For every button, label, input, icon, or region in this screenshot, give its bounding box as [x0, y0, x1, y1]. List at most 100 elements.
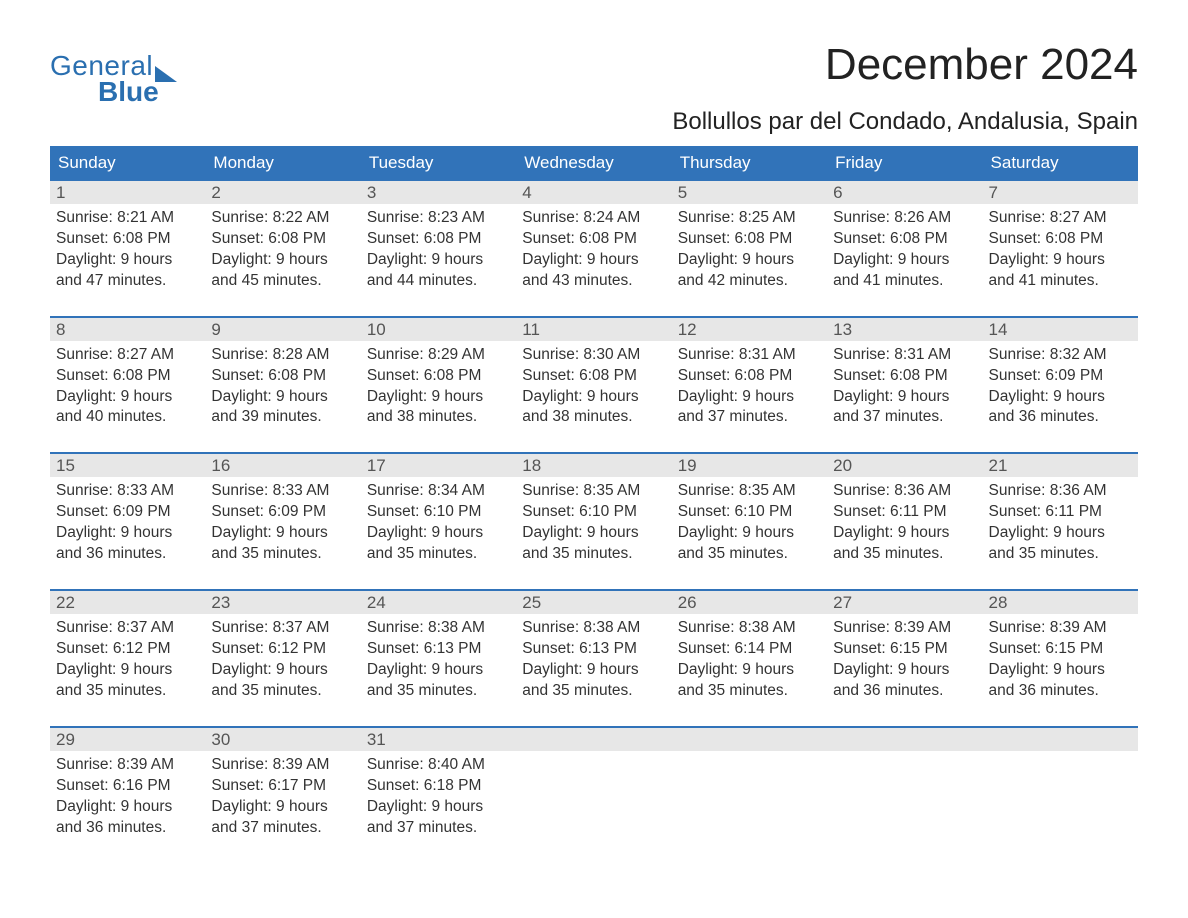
sunrise-text: Sunrise: 8:38 AM	[522, 618, 665, 639]
day-number: 20	[827, 454, 982, 477]
day-number: 26	[672, 591, 827, 614]
sunset-text: Sunset: 6:08 PM	[522, 229, 665, 250]
sunrise-text: Sunrise: 8:33 AM	[211, 481, 354, 502]
daylight-line1: Daylight: 9 hours	[367, 660, 510, 681]
daylight-line2: and 35 minutes.	[678, 544, 821, 565]
day-number: 13	[827, 318, 982, 341]
day-body: Sunrise: 8:37 AMSunset: 6:12 PMDaylight:…	[205, 614, 360, 704]
sunset-text: Sunset: 6:09 PM	[211, 502, 354, 523]
daylight-line1: Daylight: 9 hours	[522, 250, 665, 271]
sunrise-text: Sunrise: 8:37 AM	[211, 618, 354, 639]
day-number: 6	[827, 181, 982, 204]
daylight-line2: and 37 minutes.	[367, 818, 510, 839]
day-number: 25	[516, 591, 671, 614]
sunrise-text: Sunrise: 8:39 AM	[56, 755, 199, 776]
location-text: Bollullos par del Condado, Andalusia, Sp…	[672, 108, 1138, 136]
calendar-day-cell: 5Sunrise: 8:25 AMSunset: 6:08 PMDaylight…	[672, 181, 827, 294]
calendar-day-cell: 15Sunrise: 8:33 AMSunset: 6:09 PMDayligh…	[50, 454, 205, 567]
day-number	[983, 728, 1138, 751]
daylight-line2: and 45 minutes.	[211, 271, 354, 292]
day-body: Sunrise: 8:36 AMSunset: 6:11 PMDaylight:…	[983, 477, 1138, 567]
calendar-week-row: 15Sunrise: 8:33 AMSunset: 6:09 PMDayligh…	[50, 452, 1138, 567]
sunrise-text: Sunrise: 8:21 AM	[56, 208, 199, 229]
calendar-week-row: 1Sunrise: 8:21 AMSunset: 6:08 PMDaylight…	[50, 179, 1138, 294]
daylight-line2: and 36 minutes.	[56, 818, 199, 839]
daylight-line1: Daylight: 9 hours	[678, 250, 821, 271]
sunset-text: Sunset: 6:16 PM	[56, 776, 199, 797]
day-body: Sunrise: 8:21 AMSunset: 6:08 PMDaylight:…	[50, 204, 205, 294]
calendar-day-cell: 10Sunrise: 8:29 AMSunset: 6:08 PMDayligh…	[361, 318, 516, 431]
calendar-day-cell: 20Sunrise: 8:36 AMSunset: 6:11 PMDayligh…	[827, 454, 982, 567]
daylight-line1: Daylight: 9 hours	[56, 660, 199, 681]
calendar-day-cell: 6Sunrise: 8:26 AMSunset: 6:08 PMDaylight…	[827, 181, 982, 294]
sunset-text: Sunset: 6:08 PM	[833, 229, 976, 250]
day-body: Sunrise: 8:29 AMSunset: 6:08 PMDaylight:…	[361, 341, 516, 431]
calendar-day-cell: 2Sunrise: 8:22 AMSunset: 6:08 PMDaylight…	[205, 181, 360, 294]
calendar-day-cell: 19Sunrise: 8:35 AMSunset: 6:10 PMDayligh…	[672, 454, 827, 567]
day-body: Sunrise: 8:27 AMSunset: 6:08 PMDaylight:…	[983, 204, 1138, 294]
sunset-text: Sunset: 6:13 PM	[522, 639, 665, 660]
calendar-day-cell: 23Sunrise: 8:37 AMSunset: 6:12 PMDayligh…	[205, 591, 360, 704]
day-body: Sunrise: 8:26 AMSunset: 6:08 PMDaylight:…	[827, 204, 982, 294]
sunset-text: Sunset: 6:08 PM	[833, 366, 976, 387]
day-body: Sunrise: 8:38 AMSunset: 6:13 PMDaylight:…	[516, 614, 671, 704]
day-body: Sunrise: 8:33 AMSunset: 6:09 PMDaylight:…	[205, 477, 360, 567]
daylight-line1: Daylight: 9 hours	[56, 387, 199, 408]
day-number	[827, 728, 982, 751]
day-number: 11	[516, 318, 671, 341]
daylight-line1: Daylight: 9 hours	[989, 523, 1132, 544]
day-body: Sunrise: 8:22 AMSunset: 6:08 PMDaylight:…	[205, 204, 360, 294]
calendar-day-cell: 17Sunrise: 8:34 AMSunset: 6:10 PMDayligh…	[361, 454, 516, 567]
daylight-line2: and 35 minutes.	[211, 681, 354, 702]
daylight-line1: Daylight: 9 hours	[678, 387, 821, 408]
calendar-day-cell: 16Sunrise: 8:33 AMSunset: 6:09 PMDayligh…	[205, 454, 360, 567]
calendar-day-cell: 27Sunrise: 8:39 AMSunset: 6:15 PMDayligh…	[827, 591, 982, 704]
daylight-line1: Daylight: 9 hours	[211, 523, 354, 544]
weekday-header: Tuesday	[361, 146, 516, 179]
daylight-line2: and 36 minutes.	[56, 544, 199, 565]
sunrise-text: Sunrise: 8:32 AM	[989, 345, 1132, 366]
daylight-line1: Daylight: 9 hours	[211, 797, 354, 818]
calendar-day-cell: 29Sunrise: 8:39 AMSunset: 6:16 PMDayligh…	[50, 728, 205, 841]
daylight-line1: Daylight: 9 hours	[989, 660, 1132, 681]
day-number: 28	[983, 591, 1138, 614]
sunrise-text: Sunrise: 8:38 AM	[367, 618, 510, 639]
daylight-line2: and 43 minutes.	[522, 271, 665, 292]
calendar-week-row: 8Sunrise: 8:27 AMSunset: 6:08 PMDaylight…	[50, 316, 1138, 431]
day-body: Sunrise: 8:38 AMSunset: 6:14 PMDaylight:…	[672, 614, 827, 704]
day-number: 16	[205, 454, 360, 477]
sunrise-text: Sunrise: 8:22 AM	[211, 208, 354, 229]
sunset-text: Sunset: 6:09 PM	[989, 366, 1132, 387]
daylight-line1: Daylight: 9 hours	[211, 250, 354, 271]
day-body: Sunrise: 8:39 AMSunset: 6:15 PMDaylight:…	[827, 614, 982, 704]
calendar-day-cell: 3Sunrise: 8:23 AMSunset: 6:08 PMDaylight…	[361, 181, 516, 294]
sunset-text: Sunset: 6:15 PM	[989, 639, 1132, 660]
daylight-line2: and 37 minutes.	[211, 818, 354, 839]
weekday-header: Thursday	[672, 146, 827, 179]
daylight-line1: Daylight: 9 hours	[522, 660, 665, 681]
daylight-line2: and 35 minutes.	[56, 681, 199, 702]
sunrise-text: Sunrise: 8:37 AM	[56, 618, 199, 639]
calendar-day-cell	[672, 728, 827, 841]
day-number: 1	[50, 181, 205, 204]
calendar-day-cell: 28Sunrise: 8:39 AMSunset: 6:15 PMDayligh…	[983, 591, 1138, 704]
daylight-line1: Daylight: 9 hours	[211, 387, 354, 408]
daylight-line1: Daylight: 9 hours	[367, 250, 510, 271]
day-number: 18	[516, 454, 671, 477]
title-block: December 2024 Bollullos par del Condado,…	[672, 40, 1138, 136]
day-number: 23	[205, 591, 360, 614]
calendar-week-row: 22Sunrise: 8:37 AMSunset: 6:12 PMDayligh…	[50, 589, 1138, 704]
sunset-text: Sunset: 6:11 PM	[833, 502, 976, 523]
daylight-line2: and 35 minutes.	[211, 544, 354, 565]
sunset-text: Sunset: 6:08 PM	[989, 229, 1132, 250]
calendar-day-cell: 21Sunrise: 8:36 AMSunset: 6:11 PMDayligh…	[983, 454, 1138, 567]
day-body: Sunrise: 8:40 AMSunset: 6:18 PMDaylight:…	[361, 751, 516, 841]
sunset-text: Sunset: 6:10 PM	[367, 502, 510, 523]
day-body: Sunrise: 8:35 AMSunset: 6:10 PMDaylight:…	[672, 477, 827, 567]
day-body: Sunrise: 8:34 AMSunset: 6:10 PMDaylight:…	[361, 477, 516, 567]
calendar-week-row: 29Sunrise: 8:39 AMSunset: 6:16 PMDayligh…	[50, 726, 1138, 841]
sunset-text: Sunset: 6:17 PM	[211, 776, 354, 797]
calendar-day-cell: 9Sunrise: 8:28 AMSunset: 6:08 PMDaylight…	[205, 318, 360, 431]
weekday-header: Friday	[827, 146, 982, 179]
daylight-line2: and 35 minutes.	[833, 544, 976, 565]
